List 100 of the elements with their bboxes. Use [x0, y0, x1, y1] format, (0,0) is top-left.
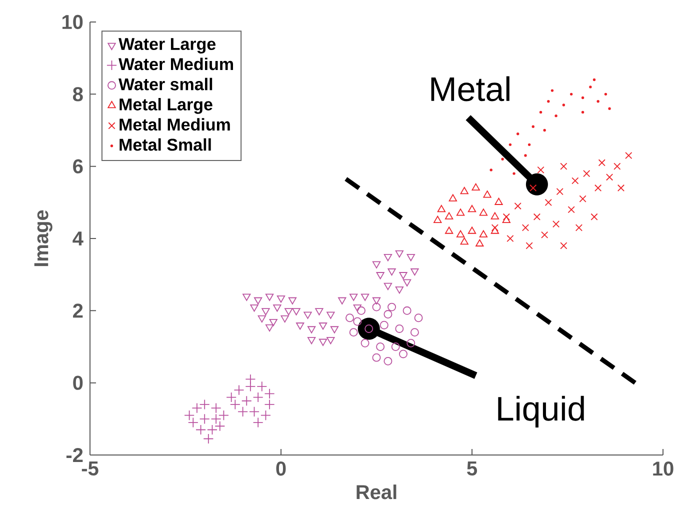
point	[307, 336, 316, 344]
point	[241, 396, 252, 406]
point	[406, 338, 416, 348]
point	[456, 230, 465, 238]
point	[522, 224, 530, 232]
point	[199, 414, 210, 424]
point	[590, 213, 598, 220]
point	[252, 417, 264, 428]
point	[234, 384, 244, 396]
point	[395, 250, 404, 258]
point	[410, 328, 419, 337]
point	[402, 306, 412, 315]
point	[218, 410, 229, 421]
point	[491, 224, 498, 232]
point	[575, 224, 583, 232]
point	[265, 294, 274, 301]
point	[502, 213, 510, 220]
point	[572, 177, 579, 184]
point	[338, 297, 346, 304]
point	[614, 162, 621, 170]
point	[245, 374, 256, 384]
point	[468, 226, 476, 234]
point	[594, 184, 602, 192]
y-tick-label: 8	[72, 87, 83, 102]
y-tick-label: 0	[73, 376, 83, 390]
y-tick-label: 10	[62, 14, 83, 30]
point	[391, 342, 400, 351]
point	[203, 434, 214, 444]
point	[526, 242, 533, 250]
x-tick-label: 5	[467, 462, 478, 476]
annotation: Liquid	[498, 396, 584, 428]
point	[514, 202, 522, 210]
point	[252, 392, 264, 402]
point	[262, 308, 270, 316]
point	[356, 306, 366, 315]
point	[384, 254, 392, 262]
point	[537, 166, 544, 174]
y-tick-label: -2	[66, 448, 83, 462]
point	[192, 402, 202, 414]
point	[479, 208, 488, 216]
point	[284, 308, 293, 316]
point	[288, 297, 297, 304]
point	[560, 162, 568, 170]
point	[304, 312, 312, 319]
point	[506, 234, 514, 242]
point	[350, 294, 358, 301]
point	[541, 231, 548, 238]
point	[360, 294, 370, 301]
x-tick-label: 0	[276, 462, 286, 476]
point	[360, 338, 370, 348]
y-tick-label: 6	[73, 159, 83, 174]
point	[376, 272, 384, 280]
point	[472, 183, 480, 191]
point	[380, 320, 388, 330]
point	[265, 324, 274, 332]
point	[326, 336, 335, 344]
point	[376, 342, 385, 351]
y-tick-label: 4	[72, 232, 84, 246]
point	[264, 388, 275, 399]
legend-label: Water Large	[118, 38, 216, 54]
point	[483, 190, 492, 198]
point	[468, 204, 476, 212]
point	[296, 322, 304, 330]
point	[318, 322, 328, 330]
point	[292, 308, 300, 316]
point	[598, 159, 606, 166]
point	[625, 152, 632, 160]
point	[410, 268, 419, 276]
point	[249, 406, 260, 417]
x-tick-label: 10	[653, 462, 674, 476]
point	[448, 194, 457, 202]
point	[276, 295, 286, 303]
point	[556, 188, 564, 196]
point	[384, 282, 392, 290]
x-tick-label: -5	[82, 462, 98, 476]
point	[245, 381, 256, 392]
point	[399, 272, 408, 280]
point	[384, 310, 392, 319]
point	[256, 381, 268, 392]
point	[372, 261, 381, 268]
point	[238, 406, 248, 417]
point	[199, 399, 210, 410]
point	[280, 315, 289, 323]
point	[544, 198, 552, 206]
point	[560, 242, 568, 250]
y-axis-title: Image	[34, 210, 52, 266]
point	[406, 254, 415, 262]
point	[502, 216, 510, 223]
point	[583, 170, 590, 178]
point	[395, 324, 404, 333]
point	[490, 212, 499, 220]
point	[269, 318, 278, 326]
point	[210, 402, 222, 414]
point	[196, 424, 206, 435]
point	[606, 174, 614, 181]
point	[258, 315, 266, 323]
point	[414, 314, 423, 322]
point	[273, 304, 282, 312]
point	[207, 424, 218, 435]
point	[568, 206, 575, 214]
